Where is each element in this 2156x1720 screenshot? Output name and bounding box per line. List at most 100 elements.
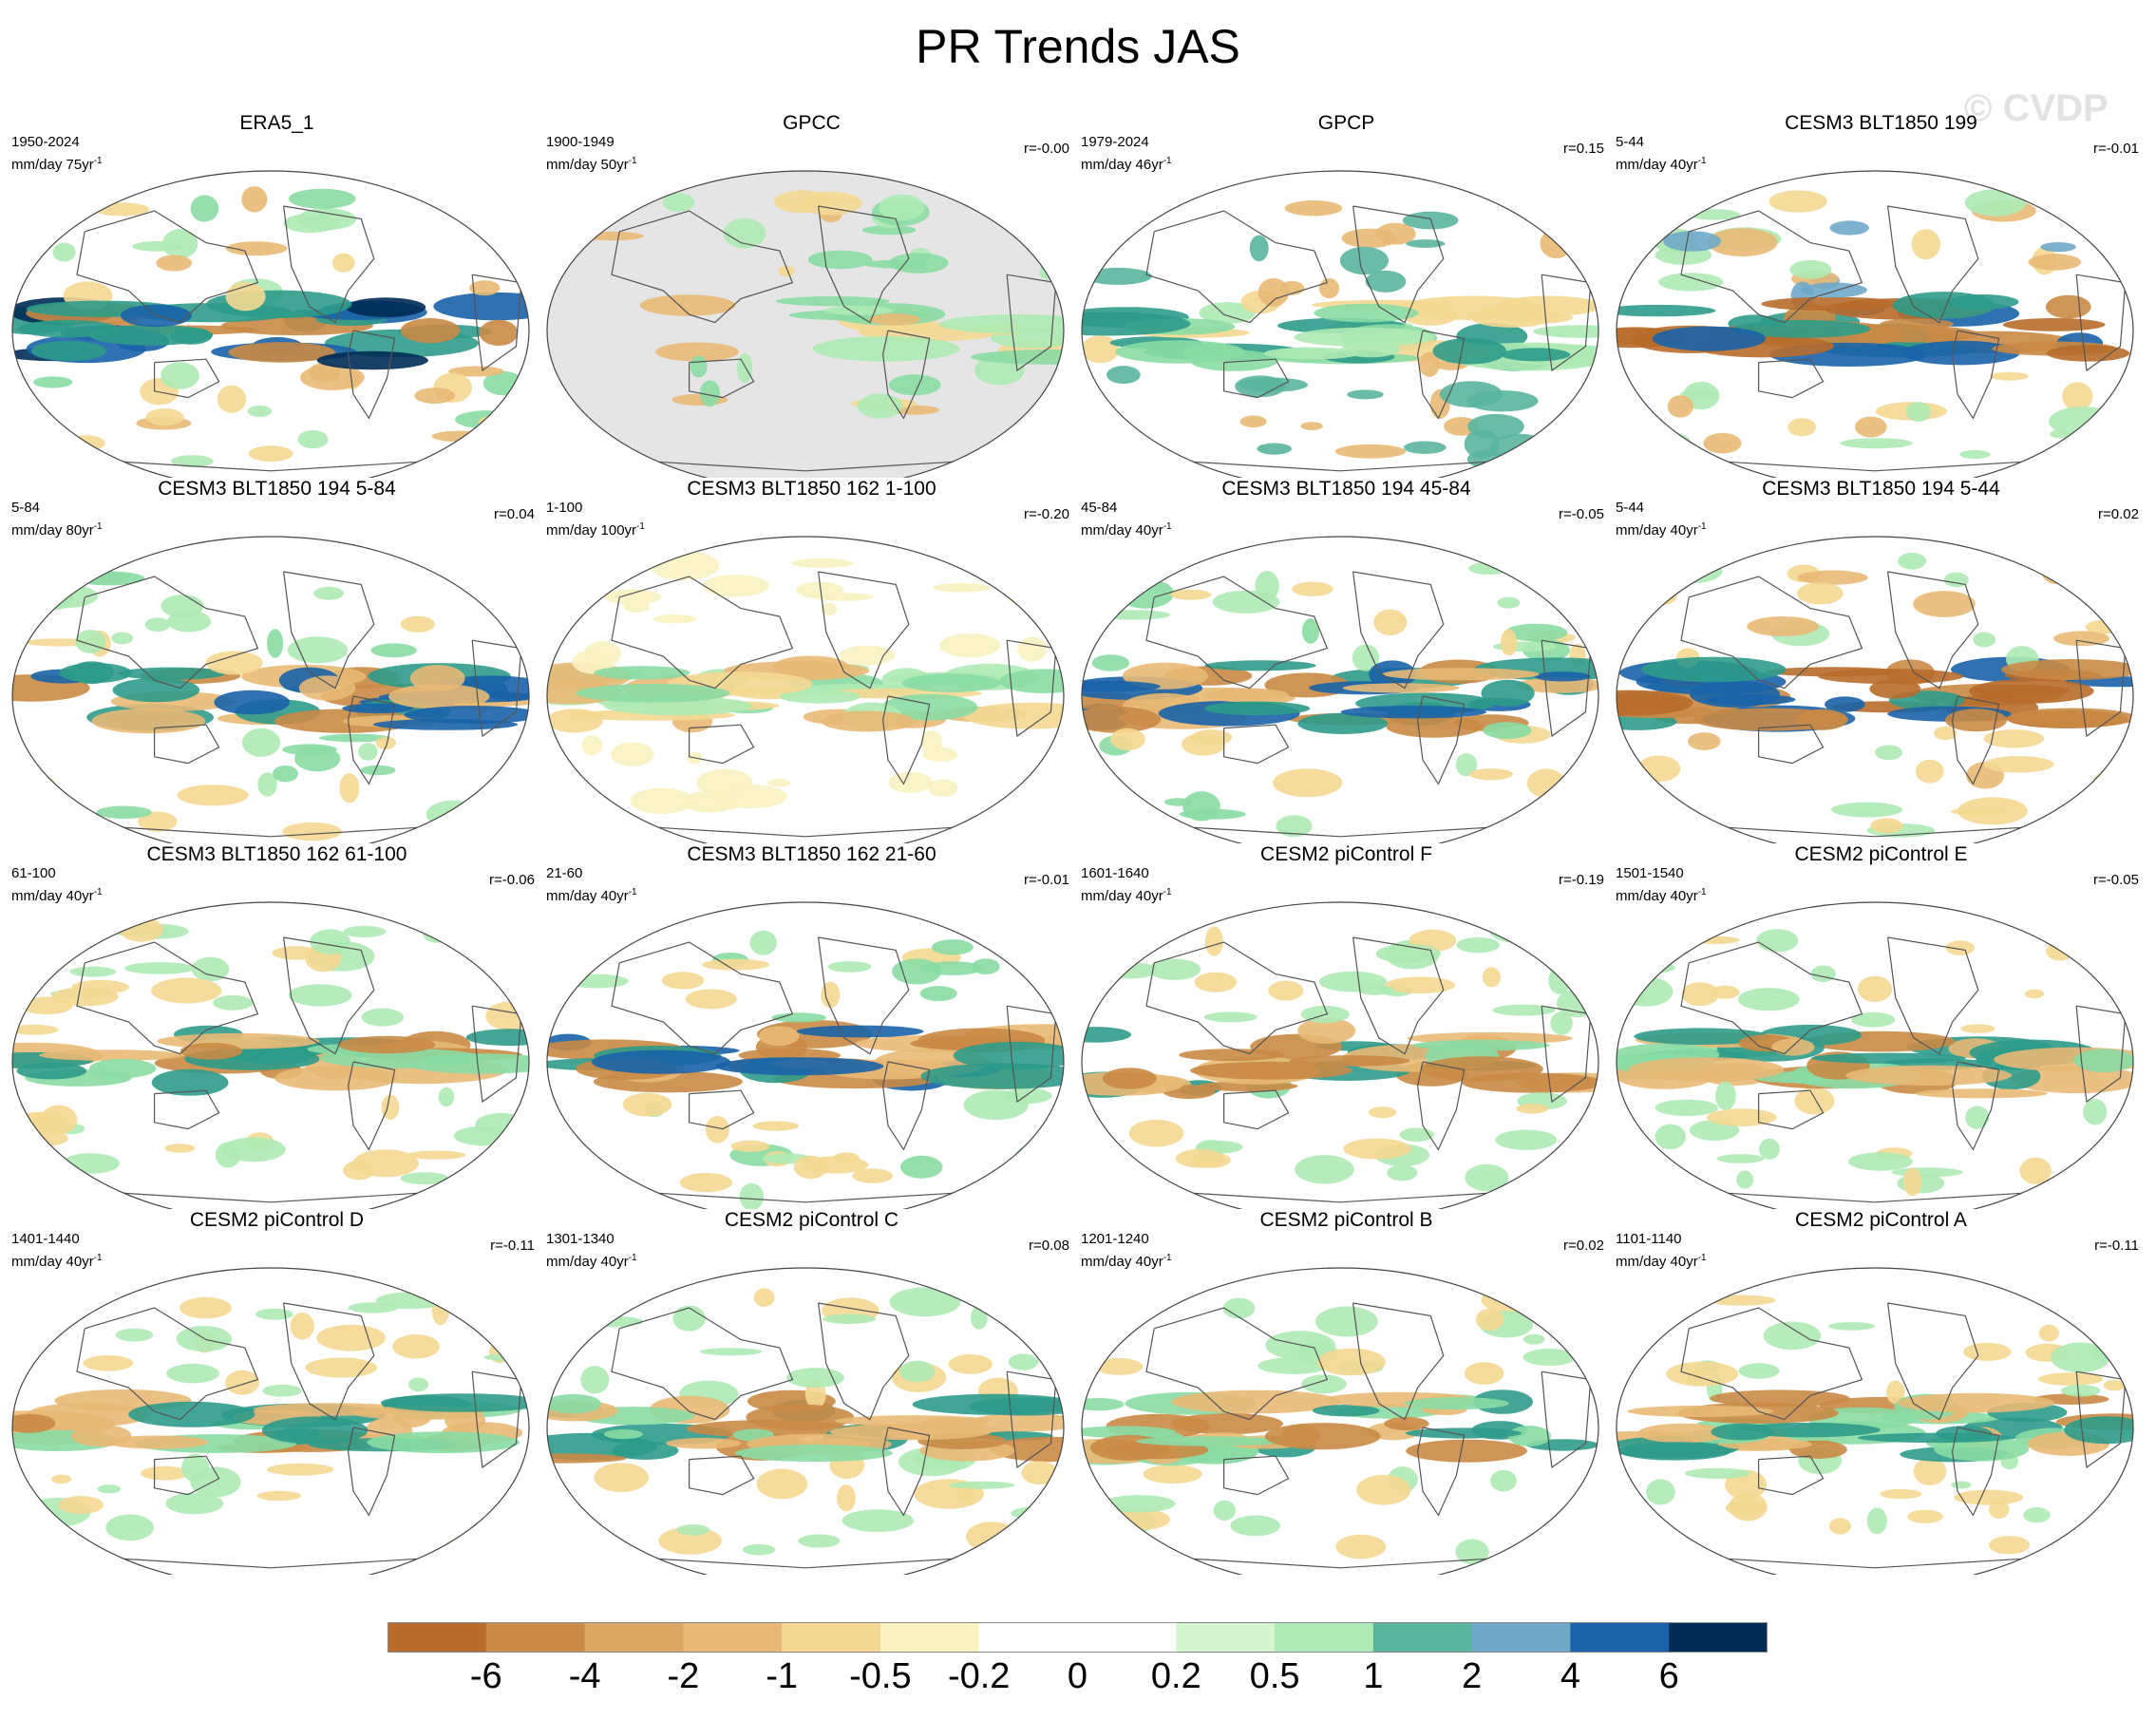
trend-patch xyxy=(919,986,957,1002)
units-exponent: -1 xyxy=(636,521,645,532)
panel-title: CESM2 piControl D xyxy=(189,1209,365,1231)
map-panel: ERA5_1 1950-2024 mm/day 75yr-1 xyxy=(9,112,544,478)
trend-patch xyxy=(1845,1065,2013,1086)
map-border xyxy=(1081,536,1599,843)
trend-patch xyxy=(699,1348,763,1356)
trend-patch xyxy=(879,194,925,221)
trend-patch xyxy=(1402,305,1458,326)
trend-patch xyxy=(1082,335,1120,364)
units-exponent: -1 xyxy=(93,156,103,166)
trend-patch xyxy=(97,1484,122,1494)
trend-patch xyxy=(438,1087,455,1107)
trend-patch xyxy=(51,1474,71,1484)
trend-patch xyxy=(1880,1488,1922,1500)
units-exponent: -1 xyxy=(628,1253,637,1263)
trend-patch xyxy=(1194,972,1238,992)
panel-title: CESM3 BLT1850 194 5-84 xyxy=(158,478,396,500)
trend-patch xyxy=(1008,791,1064,802)
coastline xyxy=(1184,461,1496,472)
colorbar-swatch xyxy=(978,1622,1078,1653)
trend-patch xyxy=(1507,1426,1552,1446)
trend-patch xyxy=(128,1401,255,1427)
trend-patch xyxy=(1866,1507,1887,1535)
trend-patch xyxy=(348,1302,399,1314)
trend-patch xyxy=(1483,722,1532,739)
coastline xyxy=(283,205,375,324)
trend-patch xyxy=(1685,1467,1750,1479)
trend-patch xyxy=(1638,587,1677,606)
trend-patch xyxy=(1268,980,1304,1001)
panel-units: mm/day 40yr-1 xyxy=(1616,1253,1707,1270)
trend-patch xyxy=(164,1144,196,1153)
panel-title: CESM3 BLT1850 194 5-44 xyxy=(1762,478,2000,500)
coastline xyxy=(818,1302,910,1421)
map-plot xyxy=(546,1267,1065,1575)
trend-patch xyxy=(1432,337,1506,365)
units-exponent: -1 xyxy=(1697,521,1707,532)
trend-patch xyxy=(151,977,222,1004)
trend-patch xyxy=(483,922,529,952)
panel-period: 1-100 xyxy=(546,500,583,516)
trend-patch xyxy=(112,677,200,703)
trend-patch xyxy=(823,305,894,315)
trend-patch xyxy=(1342,683,1460,693)
trend-patch xyxy=(2002,318,2106,331)
panel-title: CESM3 BLT1850 162 21-60 xyxy=(687,843,936,865)
trend-patch xyxy=(481,1286,529,1298)
panel-title: GPCC xyxy=(783,112,841,134)
trend-patch xyxy=(1204,926,1223,956)
coastline xyxy=(471,639,522,738)
trend-patch xyxy=(1533,325,1598,338)
coastline xyxy=(115,826,426,838)
trend-patch xyxy=(1829,220,1869,236)
trend-patch xyxy=(612,1441,679,1460)
trend-patch xyxy=(1715,1081,1736,1111)
panel-period: 1201-1240 xyxy=(1081,1231,1149,1247)
coastline xyxy=(1541,1370,1592,1469)
trend-patch xyxy=(658,1526,722,1555)
colorbar xyxy=(388,1622,1768,1653)
trend-patch xyxy=(1617,690,1693,716)
coastline xyxy=(154,724,220,765)
trend-patch xyxy=(547,709,603,733)
panel-units: mm/day 40yr-1 xyxy=(1616,521,1707,539)
trend-patch xyxy=(2061,1385,2101,1397)
trend-patch xyxy=(1343,1138,1411,1160)
coastline xyxy=(1680,576,1863,690)
trend-patch xyxy=(1356,1474,1411,1505)
coastline xyxy=(1352,936,1445,1055)
map-plot xyxy=(1616,170,2134,478)
trend-patch xyxy=(1870,818,1903,834)
trend-patch xyxy=(1021,1461,1058,1485)
trend-patch xyxy=(963,702,1064,729)
trend-patch xyxy=(1204,701,1311,716)
coastline xyxy=(1541,639,1592,738)
trend-patch xyxy=(2029,821,2083,841)
coastline xyxy=(689,358,755,399)
coastline xyxy=(1887,1302,1979,1421)
trend-patch xyxy=(267,1463,334,1476)
coastline xyxy=(1680,941,1863,1055)
trend-patch xyxy=(300,365,365,390)
trend-patch xyxy=(1334,444,1407,459)
panel-title: ERA5_1 xyxy=(239,112,314,134)
trend-patch xyxy=(1082,706,1162,733)
coastline xyxy=(1951,695,2000,785)
panel-units: mm/day 40yr-1 xyxy=(546,1253,637,1270)
panel-units: mm/day 46yr-1 xyxy=(1081,156,1172,173)
trend-patch xyxy=(1831,802,1902,818)
trend-patch xyxy=(993,930,1011,948)
trend-patch xyxy=(16,1062,87,1080)
trend-patch xyxy=(2091,933,2130,963)
trend-patch xyxy=(105,1435,209,1449)
panel-units: mm/day 100yr-1 xyxy=(546,521,645,539)
map-border xyxy=(546,170,1065,478)
trend-patch xyxy=(999,669,1064,693)
trend-patch xyxy=(465,1029,529,1047)
trend-patch xyxy=(714,1057,884,1076)
coastline xyxy=(347,1061,396,1151)
coastline xyxy=(1719,1558,2031,1569)
trend-patch xyxy=(1964,189,2027,217)
trend-patch xyxy=(2025,989,2044,999)
pattern-correlation: r=0.04 xyxy=(494,506,535,522)
